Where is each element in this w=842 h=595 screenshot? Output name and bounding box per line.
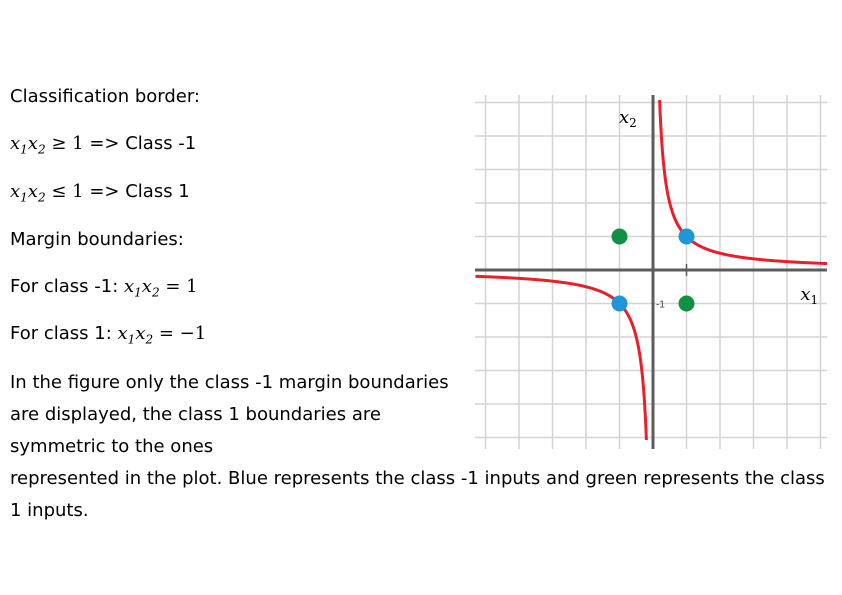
rule1-var-x1: x <box>10 133 21 154</box>
rule1-sub1: 1 <box>20 142 28 157</box>
rule1-expression: x1x2 <box>10 133 46 157</box>
rule-class-1: x1x2 ≤ 1 => Class 1 <box>10 181 190 209</box>
margin2-sub1: 1 <box>127 332 136 347</box>
point-class-neg1 <box>678 228 695 245</box>
rule2-leq: ≤ <box>51 181 67 202</box>
rule1-suffix: => Class -1 <box>89 133 197 154</box>
y-axis-label-var: x <box>619 107 629 128</box>
rule-class-neg1: x1x2 ≥ 1 => Class -1 <box>10 133 196 161</box>
plot-grid <box>475 95 827 449</box>
margin-class-neg1: For class -1: x1x2 = 1 <box>10 276 198 304</box>
rule2-sub2: 2 <box>37 190 46 205</box>
rule2-one: 1 <box>72 181 84 202</box>
margin2-expression: x1x2 <box>117 323 154 347</box>
margin2-sub2: 2 <box>145 332 154 347</box>
explanation-paragraph-2: represented in the plot. Blue represents… <box>10 468 825 521</box>
margin1-var-x1: x <box>124 276 135 297</box>
margin2-neg-one: −1 <box>179 323 207 344</box>
tick-label-neg1: -1 <box>656 300 665 311</box>
rule2-sub1: 1 <box>20 190 28 205</box>
classification-border-title: Classification border: <box>10 86 200 107</box>
margin2-var-x1: x <box>117 323 128 344</box>
y-axis-label: x2 <box>619 107 637 130</box>
x-axis-label-sub: 1 <box>811 293 819 307</box>
margin1-sub2: 2 <box>151 285 160 300</box>
margin2-prefix: For class 1: <box>10 323 112 344</box>
y-axis-label-sub: 2 <box>629 116 637 130</box>
rule2-var-x2: x <box>27 181 38 202</box>
margin1-sub1: 1 <box>134 285 142 300</box>
rule1-var-x2: x <box>27 133 38 154</box>
explanation-paragraph-1: In the figure only the class -1 margin b… <box>10 372 449 457</box>
point-class-1 <box>611 228 628 245</box>
margin1-one: 1 <box>186 276 198 297</box>
x-axis-label: x1 <box>800 284 818 307</box>
margin1-eq: = <box>165 276 181 297</box>
margin1-var-x2: x <box>141 276 152 297</box>
rule2-expression: x1x2 <box>10 181 46 205</box>
margin1-prefix: For class -1: <box>10 276 119 297</box>
margin-class-1: For class 1: x1x2 = −1 <box>10 323 206 351</box>
hyperbola-plot: -1 x2 x1 <box>475 95 827 449</box>
margin2-eq: = <box>158 323 174 344</box>
rule2-var-x1: x <box>10 181 21 202</box>
rule1-one: 1 <box>72 133 84 154</box>
point-class-neg1 <box>611 295 628 312</box>
margin2-var-x2: x <box>135 323 146 344</box>
point-class-1 <box>678 295 695 312</box>
margin-boundaries-title: Margin boundaries: <box>10 229 184 250</box>
x-axis-label-var: x <box>800 284 810 305</box>
margin1-expression: x1x2 <box>124 276 160 300</box>
data-points <box>611 228 695 312</box>
rule1-sub2: 2 <box>37 142 46 157</box>
rule1-geq: ≥ <box>51 133 67 154</box>
rule2-suffix: => Class 1 <box>89 181 190 202</box>
